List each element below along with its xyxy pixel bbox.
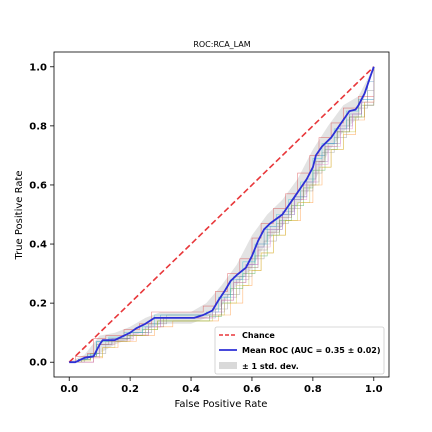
chance-line xyxy=(68,66,375,363)
y-tick-label: 0.0 xyxy=(29,358,47,369)
legend-std-label: ± 1 std. dev. xyxy=(242,362,299,371)
y-axis-label: True Positive Rate xyxy=(14,170,25,260)
plot-frame xyxy=(53,51,390,378)
fold-curves-layer xyxy=(69,66,375,363)
x-axis-ticks: 0.0 0.2 0.4 0.6 0.8 1.0 xyxy=(60,377,383,395)
chart-title: ROC:RCA_LAM xyxy=(193,40,250,49)
y-tick-label: 1.0 xyxy=(29,62,47,73)
x-tick-label: 0.4 xyxy=(182,384,200,395)
legend-chance-label: Chance xyxy=(242,331,275,340)
y-tick-label: 0.6 xyxy=(29,180,47,191)
x-tick-label: 0.8 xyxy=(304,384,322,395)
y-axis-ticks: 0.0 0.2 0.4 0.6 0.8 1.0 xyxy=(29,62,54,369)
mean-roc-line xyxy=(69,66,375,364)
x-tick-label: 0.6 xyxy=(243,384,261,395)
fold-curve-10 xyxy=(69,66,375,363)
legend-box xyxy=(214,326,385,375)
legend: Chance Mean ROC (AUC = 0.35 ± 0.02) ± 1 … xyxy=(214,326,385,375)
x-tick-label: 0.2 xyxy=(121,384,139,395)
fold-curve-4 xyxy=(69,66,375,363)
plot-area xyxy=(68,66,375,364)
legend-mean-roc-label: Mean ROC (AUC = 0.35 ± 0.02) xyxy=(242,346,381,355)
y-tick-label: 0.4 xyxy=(29,240,47,251)
legend-std-swatch xyxy=(219,362,237,369)
y-tick-label: 0.2 xyxy=(29,299,47,310)
x-axis-label: False Positive Rate xyxy=(175,399,268,410)
x-tick-label: 1.0 xyxy=(365,384,383,395)
series-layer xyxy=(68,66,375,364)
x-tick-label: 0.0 xyxy=(60,384,78,395)
y-tick-label: 0.8 xyxy=(29,121,47,132)
